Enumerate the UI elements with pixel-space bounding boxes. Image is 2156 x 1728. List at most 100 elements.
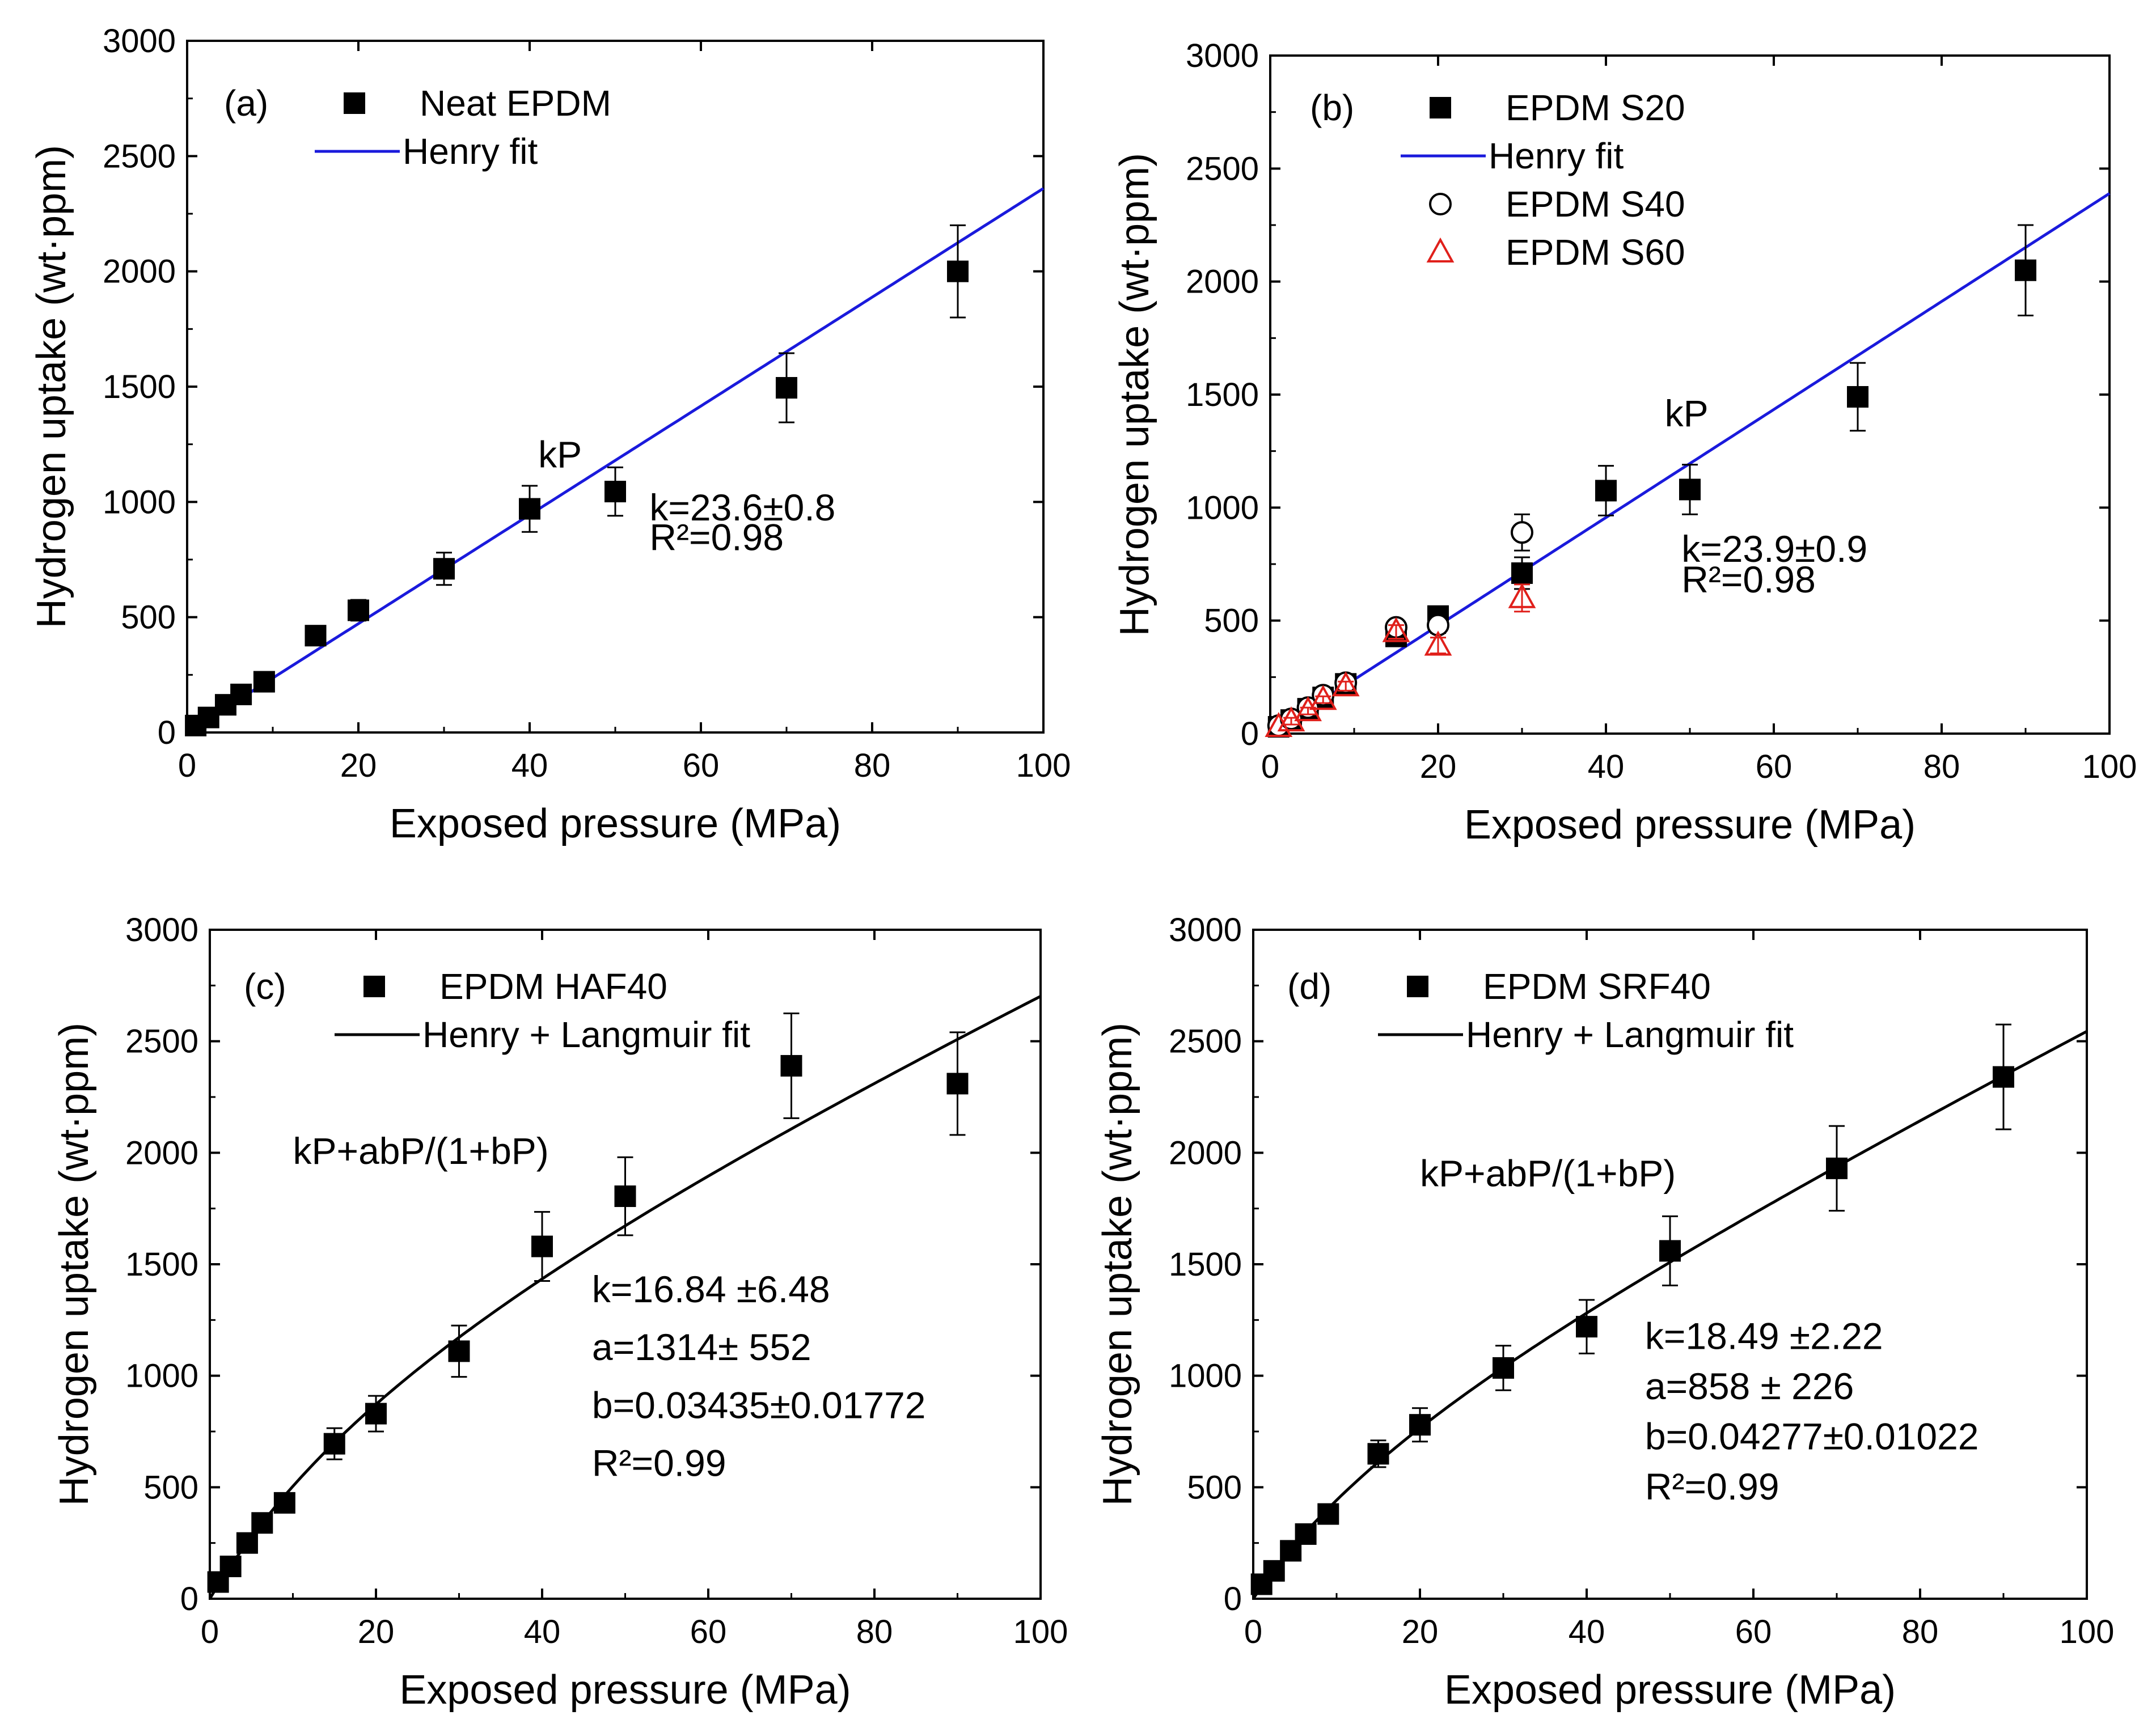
y-tick-label: 500: [121, 599, 176, 636]
data-point-square: [230, 683, 252, 705]
x-axis-title: Exposed pressure (MPa): [1464, 802, 1916, 848]
x-tick-label: 40: [1588, 748, 1625, 785]
y-tick-label: 3000: [103, 23, 176, 60]
data-point-square: [1576, 1316, 1597, 1338]
y-tick-label: 2500: [103, 138, 176, 175]
y-tick-label: 0: [180, 1581, 198, 1617]
data-point-square: [273, 1492, 295, 1514]
x-tick-label: 80: [1924, 748, 1960, 785]
fit-parameter: k=16.84 ±6.48: [592, 1268, 830, 1310]
data-point-square: [1679, 478, 1701, 501]
y-axis-title: Hydrogen uptake (wt·ppm): [52, 1023, 97, 1506]
x-axis-title: Exposed pressure (MPa): [390, 801, 841, 846]
x-tick-label: 60: [683, 747, 720, 784]
data-point-circle: [1511, 521, 1533, 544]
legend-marker: [1430, 97, 1451, 118]
x-tick-label: 80: [1902, 1613, 1939, 1650]
x-tick-label: 100: [2060, 1613, 2115, 1650]
legend-fit-label: Henry fit: [403, 131, 538, 172]
y-tick-label: 1500: [1169, 1246, 1242, 1283]
x-tick-label: 20: [1402, 1613, 1439, 1650]
y-tick-label: 2500: [1169, 1023, 1242, 1060]
legend-marker: [344, 92, 365, 114]
panel-a: 0 20 40 60 80 100050010001500200025003000Expo…: [29, 23, 1071, 846]
data-point-square: [1317, 1503, 1339, 1525]
y-tick-label: 0: [1224, 1581, 1242, 1617]
y-tick-label: 500: [143, 1469, 198, 1506]
panel-label: (d): [1287, 966, 1331, 1007]
data-point-square: [1263, 1560, 1285, 1582]
data-point-square: [776, 377, 797, 399]
x-tick-label: 0: [1244, 1613, 1262, 1650]
y-tick-label: 0: [158, 714, 176, 751]
legend-label: EPDM S20: [1506, 87, 1685, 128]
fit-parameter: R²=0.99: [1645, 1466, 1779, 1507]
data-point-square: [1295, 1523, 1317, 1545]
fit-parameter: k=23.9±0.9: [1681, 528, 1867, 570]
legend-marker: [1429, 193, 1452, 215]
y-tick-label: 3000: [1169, 912, 1242, 948]
y-tick-label: 0: [1241, 715, 1259, 752]
fit-curve: [186, 187, 1045, 734]
y-tick-label: 1500: [1186, 376, 1259, 413]
legend-fit-label: Henry + Langmuir fit: [1466, 1014, 1794, 1055]
fit-parameter: R²=0.99: [592, 1442, 726, 1484]
data-point-square: [1367, 1443, 1389, 1465]
x-tick-label: 100: [1013, 1613, 1068, 1650]
data-point-square: [1511, 562, 1533, 584]
y-tick-label: 1000: [1169, 1358, 1242, 1395]
x-tick-label: 100: [1016, 747, 1071, 784]
data-point-square: [1993, 1066, 2014, 1088]
x-tick-label: 60: [690, 1613, 727, 1650]
x-tick-label: 100: [2082, 748, 2137, 785]
y-tick-label: 2000: [103, 253, 176, 290]
x-tick-label: 20: [358, 1613, 395, 1650]
data-point-square: [253, 671, 275, 693]
data-point-square: [323, 1433, 345, 1455]
fit-parameter: R²=0.98: [1681, 558, 1816, 600]
y-tick-label: 2500: [125, 1023, 198, 1060]
x-tick-label: 60: [1756, 748, 1793, 785]
y-tick-label: 1500: [103, 369, 176, 405]
x-tick-label: 0: [1261, 748, 1279, 785]
legend-fit-label: Henry + Langmuir fit: [422, 1014, 750, 1055]
legend-marker: [1407, 976, 1428, 997]
data-point-square: [946, 1073, 969, 1095]
fit-parameter: k=23.6±0.8: [649, 486, 835, 528]
fit-curve: [1269, 192, 2111, 735]
data-point-square: [365, 1403, 387, 1425]
panel-c: 0 20 40 60 80 100050010001500200025003000Expo…: [52, 912, 1068, 1713]
data-point-square: [1826, 1157, 1848, 1179]
panel-label: (b): [1310, 87, 1354, 128]
legend-marker: [1426, 237, 1455, 262]
y-tick-label: 1000: [125, 1358, 198, 1395]
x-axis-title: Exposed pressure (MPa): [399, 1667, 851, 1713]
data-point-square: [1409, 1414, 1431, 1436]
data-point-square: [448, 1340, 470, 1362]
y-axis-title: Hydrogen uptake (wt·ppm): [1095, 1023, 1140, 1506]
y-tick-label: 2000: [125, 1134, 198, 1171]
panel-b: 0 20 40 60 80 100050010001500200025003000Expo…: [1112, 37, 2137, 848]
x-tick-label: 20: [1420, 748, 1457, 785]
x-tick-label: 80: [856, 1613, 893, 1650]
x-tick-label: 0: [178, 747, 196, 784]
y-axis-title: Hydrogen uptake (wt·ppm): [29, 145, 74, 628]
legend-label: EPDM S60: [1506, 232, 1685, 273]
y-tick-label: 1000: [1186, 489, 1259, 526]
legend-label: EPDM SRF40: [1483, 966, 1711, 1007]
data-point-square: [2015, 259, 2036, 281]
x-tick-label: 40: [511, 747, 548, 784]
fit-formula: kP: [1665, 392, 1709, 434]
data-point-square: [236, 1532, 258, 1554]
data-point-square: [433, 558, 455, 580]
x-tick-label: 40: [1569, 1613, 1605, 1650]
data-point-square: [1595, 480, 1617, 502]
data-point-square: [305, 625, 327, 647]
legend-label: EPDM HAF40: [439, 966, 667, 1007]
panel-d: 0 20 40 60 80 100050010001500200025003000Expo…: [1095, 912, 2114, 1713]
data-point-square: [1659, 1240, 1681, 1262]
y-tick-label: 500: [1204, 603, 1259, 639]
y-tick-label: 2000: [1186, 264, 1259, 300]
fit-formula: kP+abP/(1+bP): [1420, 1152, 1676, 1194]
